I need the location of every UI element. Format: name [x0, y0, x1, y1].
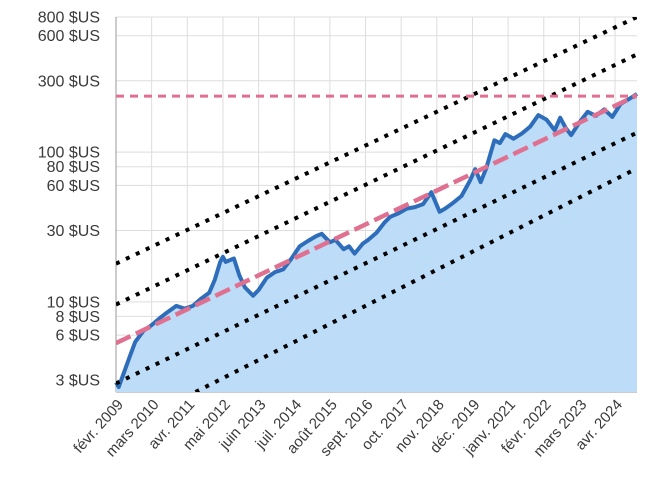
- y-tick-label: 300 $US: [38, 73, 100, 90]
- y-tick-label: 800 $US: [38, 10, 100, 27]
- y-tick-label: 30 $US: [47, 223, 100, 240]
- indicator-lines-layer: [116, 17, 637, 392]
- price-area-layer: [114, 92, 639, 393]
- y-tick-label: 3 $US: [56, 373, 100, 390]
- y-tick-label: 600 $US: [38, 28, 100, 45]
- channel-line: [116, 17, 637, 266]
- channel-line: [116, 130, 637, 386]
- y-tick-label: 80 $US: [47, 159, 100, 176]
- y-tick-label: 60 $US: [47, 178, 100, 195]
- y-tick-label: 10 $US: [47, 294, 100, 311]
- channel-line: [116, 52, 637, 307]
- y-tick-label: 100 $US: [38, 145, 100, 162]
- y-tick-label: 6 $US: [56, 328, 100, 345]
- price-area-fill: [116, 93, 637, 393]
- price-line: [114, 92, 639, 389]
- y-tick-label: 8 $US: [56, 309, 100, 326]
- trend-line: [116, 93, 637, 346]
